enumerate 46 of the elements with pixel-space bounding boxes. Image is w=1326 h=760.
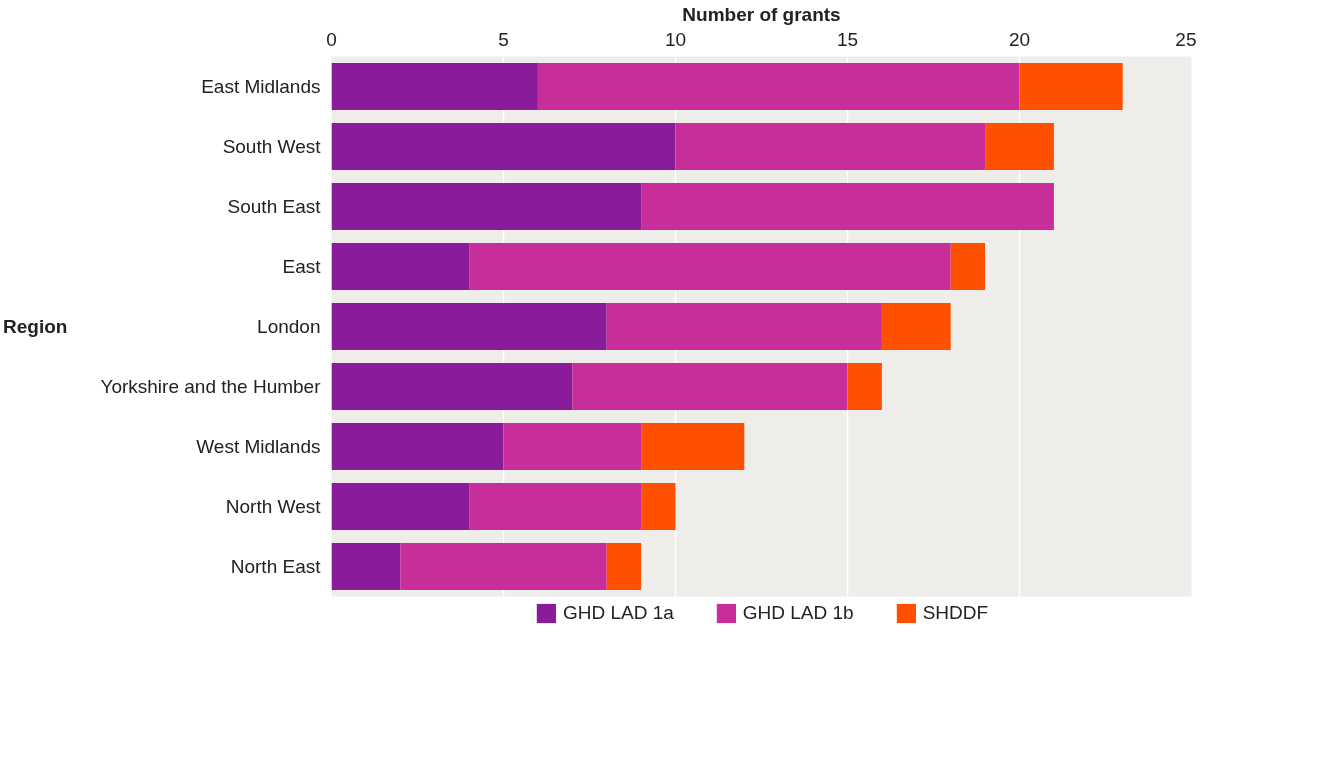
y-tick-label: East — [282, 256, 322, 277]
bar — [331, 423, 504, 470]
bar — [847, 363, 882, 410]
bar — [469, 483, 642, 530]
x-tick-label: 15 — [836, 28, 859, 50]
x-tick-label: 0 — [326, 28, 337, 50]
y-tick-label: East Midlands — [201, 76, 321, 97]
bar — [331, 243, 470, 290]
bar — [641, 423, 745, 470]
bar — [985, 123, 1054, 170]
bar — [606, 543, 642, 590]
y-tick-label: North West — [225, 496, 322, 517]
bar — [675, 123, 986, 170]
bar — [950, 243, 986, 290]
x-tick-label: 20 — [1008, 28, 1031, 50]
bar — [331, 123, 676, 170]
bar — [503, 423, 642, 470]
bar — [641, 183, 1054, 230]
bar — [331, 183, 642, 230]
y-axis-title: Region — [3, 316, 68, 337]
y-tick-label: London — [257, 316, 321, 337]
bar — [606, 303, 882, 350]
bar — [331, 483, 470, 530]
bar — [641, 483, 676, 530]
x-axis-title: Number of grants — [682, 3, 841, 25]
x-tick-label: 10 — [664, 28, 687, 50]
bar — [331, 63, 538, 110]
legend-label: SHDDF — [922, 602, 989, 624]
y-tick-label: North East — [230, 556, 322, 577]
x-tick-label: 5 — [498, 28, 509, 50]
bar — [881, 303, 951, 350]
bar — [469, 243, 951, 290]
x-tick-label: 25 — [1175, 28, 1197, 50]
bar — [400, 543, 607, 590]
y-tick-label: South East — [227, 196, 322, 217]
y-tick-label: South West — [222, 136, 322, 157]
y-tick-label: Yorkshire and the Humber — [100, 376, 322, 397]
legend-label: GHD LAD 1b — [742, 602, 854, 624]
legend-label: GHD LAD 1a — [562, 602, 674, 624]
bar — [331, 543, 401, 590]
bar — [331, 303, 607, 350]
bar — [331, 363, 573, 410]
bar — [1019, 63, 1123, 110]
y-tick-label: West Midlands — [196, 436, 321, 457]
bar — [572, 363, 848, 410]
bar — [537, 63, 1020, 110]
